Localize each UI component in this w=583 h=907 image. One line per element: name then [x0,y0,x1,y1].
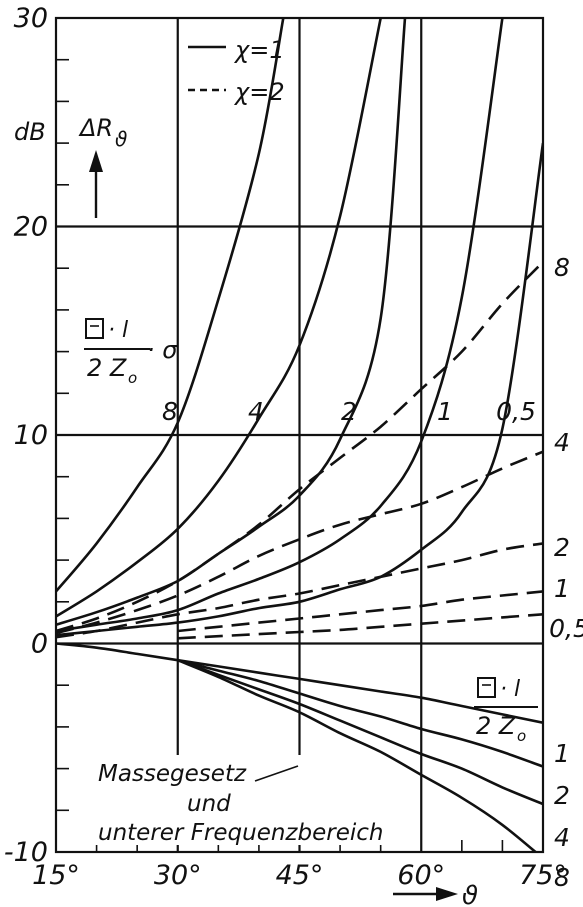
series-label: 2 [341,397,357,426]
series-label: 4 [554,428,570,457]
series-line-upper-dashed-4 [56,450,543,635]
series-line-upper-dashed-2 [56,542,543,639]
y-axis-subscript: ϑ [115,127,127,151]
svg-text:· l: · l [108,318,128,343]
x-tick-label: 45° [276,860,324,891]
svg-text:o: o [517,727,526,745]
series-label: 2 [554,781,570,810]
x-tick-label: 30° [154,860,202,891]
series-line-lower-solid-8 [177,659,538,852]
series-line-lower-solid-1 [56,642,543,724]
series-line-upper-dashed-1 [177,590,543,633]
series-line-upper-dashed-8 [56,260,543,633]
series-group [56,18,543,852]
series-line-upper-solid-1 [56,18,504,633]
y-tick-label: 20 [14,212,48,243]
grid [54,16,545,854]
series-line-upper-solid-4 [56,18,382,618]
legend: χ=1 χ=2 [188,36,285,106]
x-axis-symbol: ϑ [462,881,478,907]
series-label: 0,5 [549,614,583,643]
series-line-lower-solid-2 [177,658,543,768]
annotation-line-2: und [187,791,231,817]
y-tick-label: 10 [14,420,48,451]
label-group: 3020100-1015°30°45°60°75°84210,584210,51… [4,3,583,892]
series-line-upper-solid-8 [56,18,285,593]
svg-text:· σ: · σ [147,336,178,364]
y-tick-label: 0 [31,629,48,660]
svg-text:2 Z: 2 Z [87,354,127,382]
svg-text:· l: · l [500,677,520,702]
series-label: 1 [554,739,570,768]
upper-param-label: · l 2 Z o · σ [84,318,178,387]
y-unit-label: dB [14,118,46,146]
legend-dashed-label: χ=2 [233,78,285,106]
y-tick-label: 30 [14,3,48,34]
legend-solid-label: χ=1 [233,36,285,64]
svg-text:2 Z: 2 Z [476,712,516,740]
series-label: 1 [554,574,570,603]
annotation-line-1: Massegesetz [98,761,247,787]
x-axis-arrow [393,887,458,901]
lower-param-label: · l 2 Z o [474,677,538,745]
series-label: 8 [554,863,570,892]
series-line-upper-dashed-0-5 [177,613,543,640]
x-tick-label: 75° [519,860,567,891]
y-tick-label: -10 [4,837,48,868]
annotation-leader [254,765,299,782]
x-tick-label: 15° [32,860,80,891]
series-label: 0,5 [496,397,536,426]
series-label: 4 [248,397,264,426]
series-label: 1 [437,397,453,426]
series-line-upper-solid-2 [56,18,407,626]
series-label: 8 [162,397,178,426]
annotation-backdrop [92,755,382,845]
y-axis-arrow [89,150,103,218]
series-line-upper-solid-0-5 [56,142,543,637]
y-axis-symbol: ΔR [78,114,113,142]
series-label: 2 [554,533,570,562]
series-line-lower-solid-4 [177,658,543,806]
x-tick-label: 60° [397,860,445,891]
series-label: 8 [554,253,570,282]
series-label: 4 [554,823,570,852]
svg-text:o: o [128,369,137,387]
annotation-line-3: unterer Frequenzbereich [98,820,383,846]
